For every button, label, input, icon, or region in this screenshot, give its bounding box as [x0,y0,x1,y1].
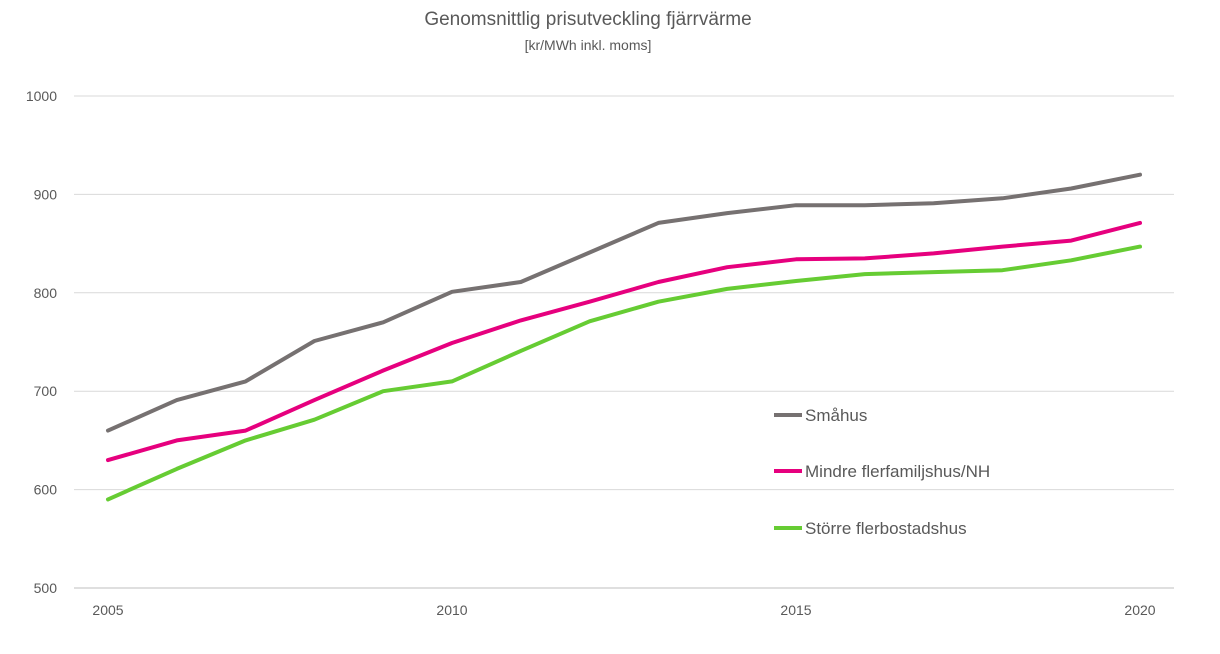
x-tick-label-2010: 2010 [436,602,467,618]
y-tick-label-1000: 1000 [26,88,57,104]
x-tick-label-2015: 2015 [780,602,811,618]
series-line-1 [106,172,1142,433]
series-line-3 [106,244,1142,502]
y-tick-label-700: 700 [34,383,58,399]
y-tick-label-800: 800 [34,285,58,301]
grid-layer [74,95,1174,589]
legend: Småhus Mindre flerfamiljshus/NH Större fle… [774,406,990,538]
y-tick-label-900: 900 [34,186,58,202]
y-tick-label-500: 500 [34,580,58,596]
series-layer [106,172,1142,502]
y-axis-ticks: 500 600 700 800 900 1000 [26,88,57,596]
chart-title: Genomsnittlig prisutveckling fjärrvärme [424,9,751,30]
x-tick-label-2005: 2005 [92,602,123,618]
legend-label-3: Större flerbostadshus [805,519,967,538]
series-line-2 [106,220,1142,463]
y-tick-label-600: 600 [34,482,58,498]
legend-label-1: Småhus [805,406,867,425]
legend-label-2: Mindre flerfamiljshus/NH [805,462,990,481]
x-axis-ticks: 2005 2010 2015 2020 [92,602,1155,618]
x-tick-label-2020: 2020 [1124,602,1155,618]
chart-subtitle: [kr/MWh inkl. moms] [525,37,652,53]
